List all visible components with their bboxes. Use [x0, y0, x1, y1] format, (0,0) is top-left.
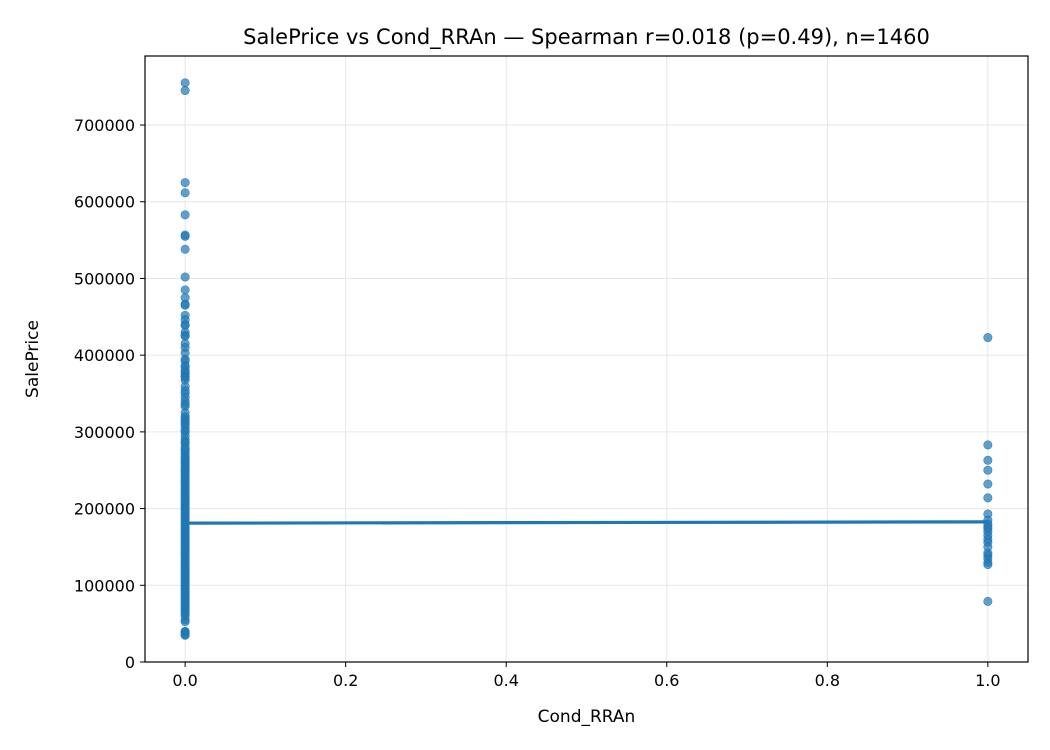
y-axis-label: SalePrice [23, 320, 43, 398]
plot-frame [144, 55, 1029, 663]
y-tick-label: 700000 [74, 116, 135, 135]
data-point [983, 479, 993, 489]
data-point [983, 455, 993, 465]
y-tick-label: 300000 [74, 423, 135, 442]
x-axis-ticks: 0.0 0.2 0.4 0.6 0.8 1.0 [172, 662, 1001, 690]
x-tick-label: 0.4 [494, 671, 519, 690]
y-tick-label: 100000 [74, 576, 135, 595]
data-point [180, 178, 190, 188]
x-tick-label: 0.8 [815, 671, 840, 690]
y-axis-ticks: 0 100000 200000 300000 400000 500000 600000 700… [74, 116, 145, 672]
x-tick-label: 0.2 [333, 671, 358, 690]
data-point [180, 272, 190, 282]
data-point [180, 285, 190, 295]
data-point [983, 440, 993, 450]
y-tick-label: 400000 [74, 346, 135, 365]
data-point [983, 560, 993, 570]
data-point [180, 231, 190, 241]
data-point [180, 300, 190, 310]
data-point [180, 630, 190, 640]
fit-line [185, 520, 988, 525]
fit-line-layer [185, 520, 988, 525]
data-points [180, 78, 993, 640]
data-point [180, 78, 190, 88]
data-point [180, 244, 190, 254]
y-tick-label: 600000 [74, 193, 135, 212]
data-point [180, 617, 190, 627]
data-point [180, 86, 190, 96]
x-tick-label: 0.6 [654, 671, 679, 690]
data-point [983, 465, 993, 475]
x-tick-label: 0.0 [172, 671, 197, 690]
chart-title: SalePrice vs Cond_RRAn — Spearman r=0.01… [243, 25, 930, 50]
y-tick-label: 500000 [74, 269, 135, 288]
y-tick-label: 200000 [74, 500, 135, 519]
x-tick-label: 1.0 [975, 671, 1000, 690]
data-point [180, 210, 190, 220]
data-point [983, 333, 993, 343]
x-axis-label: Cond_RRAn [538, 707, 636, 727]
data-point [983, 493, 993, 503]
data-point [983, 596, 993, 606]
data-point [180, 188, 190, 198]
y-tick-label: 0 [125, 653, 135, 672]
grid [145, 56, 1028, 663]
